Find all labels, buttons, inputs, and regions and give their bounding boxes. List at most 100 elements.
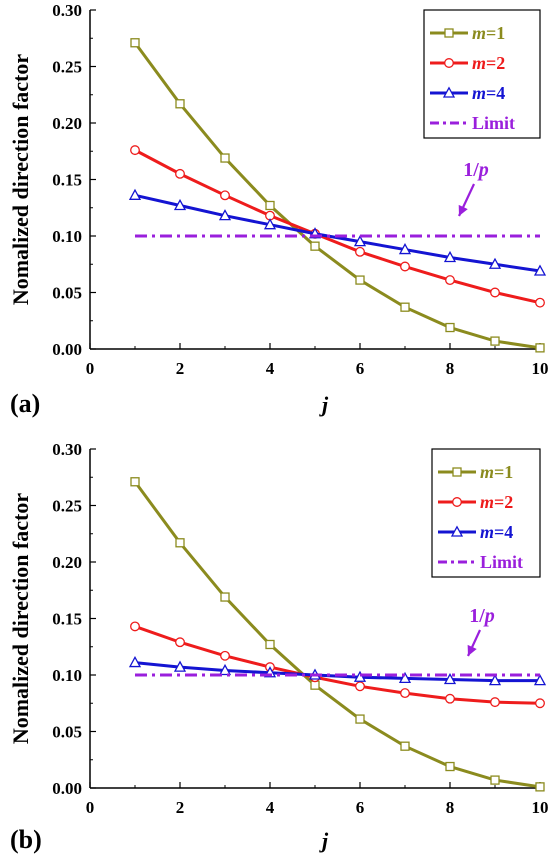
legend-label-italic: m: [472, 23, 486, 43]
legend-label-rest: =1: [486, 23, 505, 43]
series-m-1: [130, 38, 545, 353]
data-point-square: [175, 538, 185, 548]
x-tick-label: 2: [176, 798, 185, 817]
series-line: [133, 480, 541, 789]
data-point-circle: [445, 693, 455, 704]
data-point-square: [400, 302, 410, 312]
data-point-circle: [130, 621, 140, 632]
data-point-square: [400, 741, 410, 751]
data-point-circle: [400, 688, 410, 699]
x-axis-title: j: [319, 828, 329, 853]
series-line: [134, 193, 541, 273]
data-point-triangle: [533, 264, 547, 276]
annotation-label-num: 1/: [463, 159, 479, 181]
annotation-label-italic: p: [477, 159, 489, 181]
y-tick-label: 0.10: [52, 227, 82, 246]
data-point-square: [130, 38, 140, 48]
legend-label: m=4: [472, 83, 505, 103]
data-point-square: [445, 322, 455, 333]
legend-label: m=2: [480, 492, 513, 512]
x-tick-label: 6: [356, 798, 365, 817]
x-tick-label: 4: [266, 359, 275, 378]
x-tick-label: 0: [86, 798, 95, 817]
legend-label-rest: =1: [494, 462, 513, 482]
annotation-arrow-head: [467, 644, 477, 656]
x-tick-label: 8: [446, 359, 455, 378]
legend-label: Limit: [472, 113, 515, 133]
data-point-circle: [490, 287, 500, 298]
y-axis-title: Nomalized direction factor: [8, 54, 33, 306]
legend-label-rest: Limit: [480, 552, 523, 572]
data-point-triangle: [173, 198, 187, 211]
x-tick-label: 10: [532, 798, 549, 817]
data-point-circle: [400, 261, 410, 272]
data-point-square: [452, 467, 462, 477]
annotation-1-p: 1/p: [458, 159, 489, 217]
data-point-circle: [535, 698, 545, 709]
data-point-triangle: [218, 209, 232, 221]
x-axis-title: j: [319, 392, 329, 417]
y-tick-label: 0.20: [52, 114, 82, 133]
series-line: [134, 661, 540, 683]
series-m-1: [130, 477, 545, 792]
legend-label-italic: m: [480, 492, 494, 512]
legend-box: [431, 448, 541, 578]
data-point-circle: [452, 497, 462, 507]
x-tick-label: 4: [266, 798, 275, 817]
y-tick-label: 0.30: [52, 440, 82, 459]
y-tick-label: 0.00: [52, 779, 82, 798]
data-point-square: [490, 775, 500, 785]
annotation-1-p: 1/p: [467, 605, 495, 657]
annotation-label: 1/p: [463, 159, 489, 181]
legend-label-rest: =4: [494, 522, 513, 542]
legend-box: [423, 9, 541, 139]
x-tick-label: 8: [446, 798, 455, 817]
data-point-triangle: [488, 257, 502, 269]
y-tick-label: 0.25: [52, 497, 82, 516]
data-point-triangle: [353, 235, 367, 247]
data-point-triangle: [353, 670, 367, 682]
y-tick-label: 0.15: [52, 171, 82, 190]
data-point-square: [265, 200, 275, 211]
legend-label: m=1: [480, 462, 513, 482]
data-point-triangle: [443, 672, 457, 685]
annotation-label-num: 1/: [469, 605, 485, 627]
panel-label: (b): [10, 825, 42, 854]
data-point-triangle: [443, 250, 457, 263]
data-point-circle: [175, 637, 185, 648]
legend-label-italic: m: [472, 83, 486, 103]
data-point-square: [355, 275, 365, 285]
legend-label-rest: =2: [486, 53, 505, 73]
legend-label: m=4: [480, 522, 513, 542]
data-point-square: [310, 241, 320, 251]
legend-label: m=1: [472, 23, 505, 43]
annotation-arrow-head: [458, 204, 468, 216]
data-point-square: [355, 714, 365, 724]
y-tick-label: 0.05: [52, 723, 82, 742]
chart-panel-2: 0.00 0.05 0.10 0.15 0.20 0.25 0.30 0 2 4 6 8 10 Nomal…: [8, 440, 549, 854]
y-axis-title: Nomalized direction factor: [8, 493, 33, 745]
data-point-circle: [130, 145, 140, 156]
data-point-triangle: [128, 656, 142, 668]
y-tick-label: 0.05: [52, 284, 82, 303]
data-point-circle: [175, 168, 185, 179]
series-m-2: [130, 621, 545, 709]
data-point-circle: [445, 275, 455, 286]
data-point-square: [535, 343, 545, 353]
legend-label: Limit: [480, 552, 523, 572]
data-point-triangle: [398, 242, 412, 255]
data-point-triangle: [218, 663, 232, 676]
y-tick-label: 0.25: [52, 58, 82, 77]
x-tick-label: 10: [532, 359, 549, 378]
series-m-2: [130, 145, 545, 308]
chart-panel-1: 0.00 0.05 0.10 0.15 0.20 0.25 0.30 0 2 4 6 8 10 Nomal…: [8, 1, 549, 418]
y-tick-label: 0.10: [52, 666, 82, 685]
x-tick-label: 6: [356, 359, 365, 378]
data-point-square: [130, 477, 140, 487]
y-tick-label: 0.00: [52, 340, 82, 359]
data-point-triangle: [450, 525, 464, 537]
y-tick-label: 0.20: [52, 553, 82, 572]
data-point-square: [310, 680, 320, 690]
